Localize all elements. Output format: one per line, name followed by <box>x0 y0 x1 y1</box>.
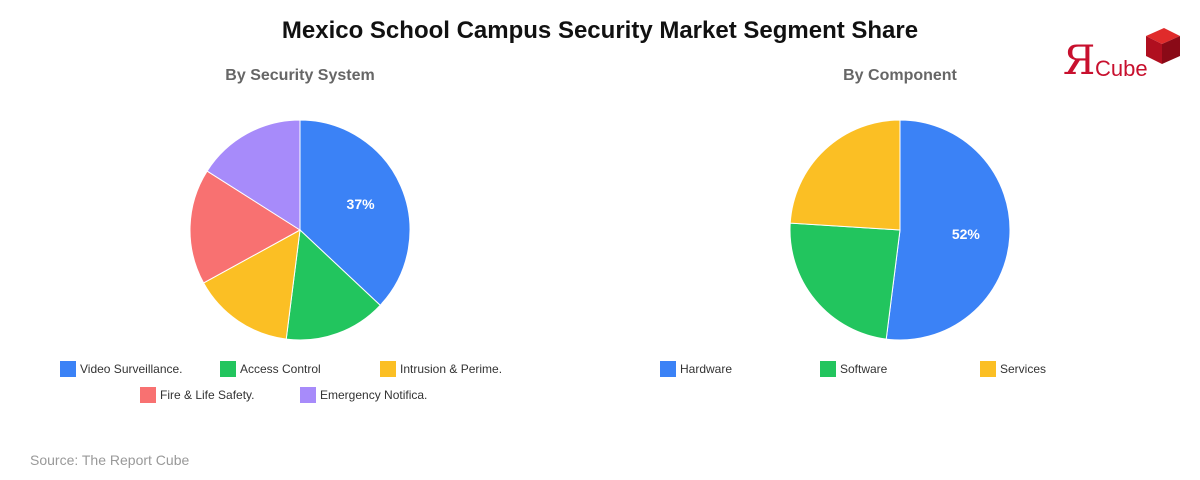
logo-mark: Я <box>1063 38 1096 84</box>
pie-slice-video-surveillance <box>299 119 411 307</box>
legend-label: Video Surveillance. <box>80 362 183 376</box>
chart-title-component: By Component <box>843 67 957 84</box>
legend-item: Software <box>820 361 887 377</box>
pie-slice-emergency-notifica <box>206 119 301 231</box>
pie-chart-security-system: 37% <box>189 119 411 341</box>
cube-icon <box>1146 28 1180 64</box>
pie-slice-hardware <box>885 119 1011 341</box>
legend-swatch <box>660 361 676 377</box>
legend-swatch <box>60 361 76 377</box>
legend-swatch <box>980 361 996 377</box>
legend-item: Fire & Life Safety. <box>140 387 254 403</box>
legend-item: Access Control <box>220 361 321 377</box>
pie-data-label: 37% <box>347 196 376 212</box>
legend-label: Fire & Life Safety. <box>160 388 255 402</box>
legend-item: Services <box>980 361 1046 377</box>
pie-slice-software <box>789 222 901 340</box>
pie-slice-services <box>789 119 901 231</box>
legend-label: Software <box>840 362 888 376</box>
legend-label: Hardware <box>680 362 733 376</box>
report-cube-logo: Я Cube <box>1060 26 1185 86</box>
pie-slice-intrusion-perime <box>202 229 301 340</box>
legend-swatch <box>820 361 836 377</box>
pie-slice-fire-life-safety <box>189 170 301 284</box>
legend-swatch <box>380 361 396 377</box>
legend-item: Video Surveillance. <box>60 361 183 377</box>
logo-text: Cube <box>1095 56 1148 81</box>
legend-item: Emergency Notifica. <box>300 387 427 403</box>
source-note: Source: The Report Cube <box>30 452 190 468</box>
legend-label: Intrusion & Perime. <box>400 362 503 376</box>
chart-title-security-system: By Security System <box>225 67 375 84</box>
legend-label: Emergency Notifica. <box>320 388 428 402</box>
pie-chart-component: 52% <box>789 119 1011 341</box>
legend-label: Services <box>1000 362 1047 376</box>
legend-swatch <box>220 361 236 377</box>
legend-label: Access Control <box>240 362 321 376</box>
legend-item: Intrusion & Perime. <box>380 361 502 377</box>
pie-slice-access-control <box>285 228 381 341</box>
legend-swatch <box>300 387 316 403</box>
page-title: Mexico School Campus Security Market Seg… <box>281 17 919 44</box>
legend-swatch <box>140 387 156 403</box>
legend-item: Hardware <box>660 361 732 377</box>
pie-data-label: 52% <box>952 226 981 242</box>
